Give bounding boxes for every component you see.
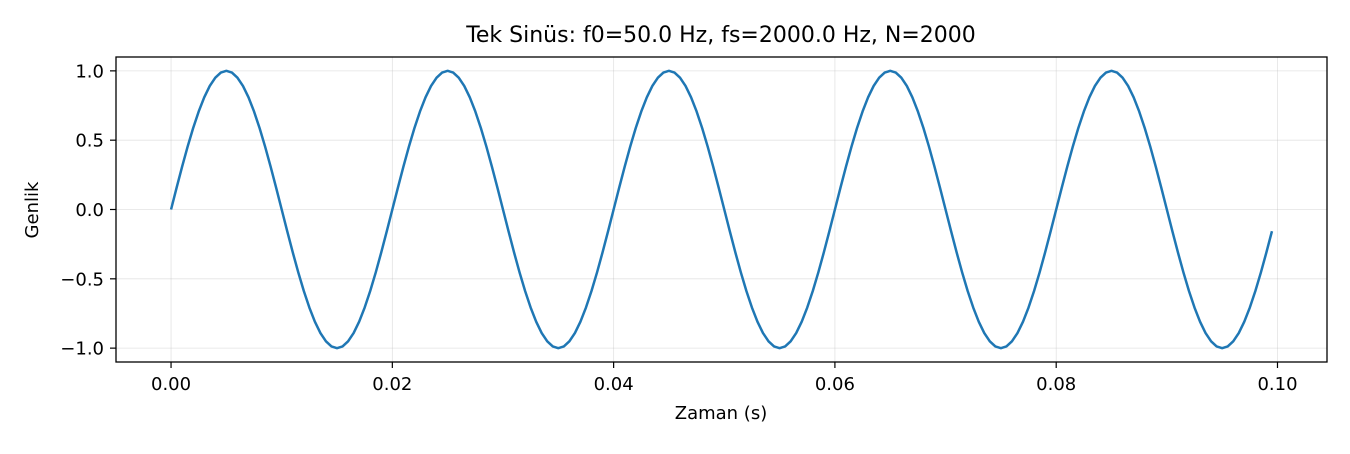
x-tick-label: 0.04	[594, 374, 634, 395]
x-tick-label: 0.00	[151, 374, 191, 395]
y-tick-label: 1.0	[75, 61, 104, 82]
y-tick-label: 0.5	[75, 131, 104, 152]
y-tick-label: −1.0	[60, 339, 104, 360]
x-tick-label: 0.08	[1036, 374, 1076, 395]
y-axis-ticks: 1.0 0.5 0.0 −0.5 −1.0	[60, 61, 116, 360]
x-tick-label: 0.10	[1257, 374, 1297, 395]
chart-title: Tek Sinüs: f0=50.0 Hz, fs=2000.0 Hz, N=2…	[465, 23, 976, 48]
y-axis-label: Genlik	[22, 181, 43, 238]
x-tick-label: 0.06	[815, 374, 855, 395]
sine-series-line	[169, 69, 1274, 350]
x-axis-label: Zaman (s)	[675, 403, 767, 424]
series-layer	[169, 69, 1274, 350]
y-tick-label: 0.0	[75, 200, 104, 221]
x-tick-label: 0.02	[372, 374, 412, 395]
x-axis-ticks: 0.00 0.02 0.04 0.06 0.08 0.10	[151, 362, 1298, 395]
y-tick-label: −0.5	[60, 269, 104, 290]
